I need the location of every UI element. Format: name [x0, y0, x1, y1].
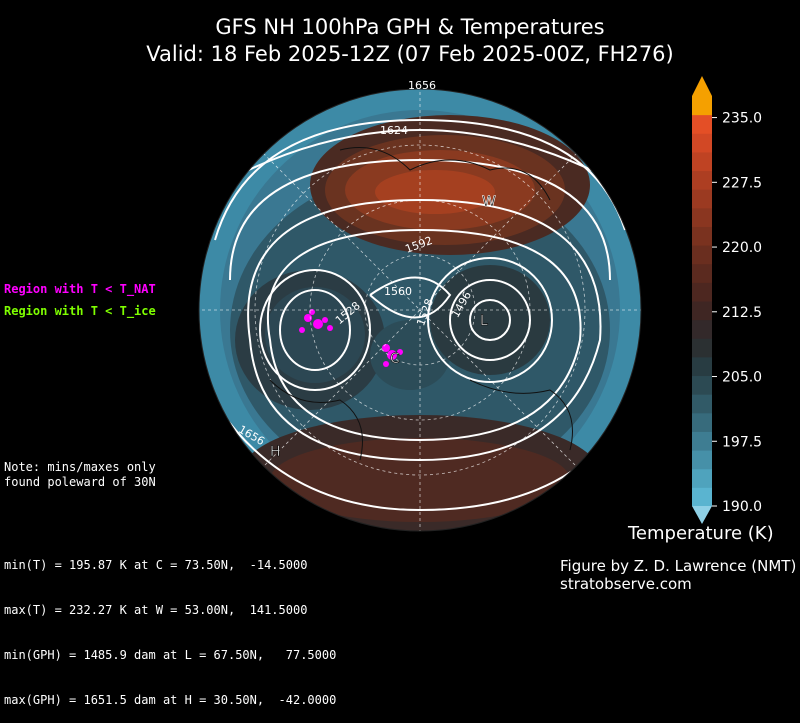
- colorbar-band: [692, 431, 712, 451]
- stat-min-gph: min(GPH) = 1485.9 dam at L = 67.50N, 77.…: [4, 648, 337, 662]
- colorbar-band: [692, 338, 712, 358]
- colorbar-min-arrow: [692, 506, 712, 524]
- colorbar-band: [692, 282, 712, 302]
- colorbar-tick-label: 220.0: [722, 240, 762, 256]
- colorbar-tick-label: 190.0: [722, 499, 762, 515]
- colorbar-ticks: 235.0 227.5 220.0 212.5 205.0 197.5 190.0: [712, 111, 762, 515]
- colorbar-band: [692, 356, 712, 377]
- stats-block: min(T) = 195.87 K at C = 73.50N, -14.500…: [4, 528, 336, 723]
- colorbar-bands: [692, 96, 712, 507]
- colorbar-band: [692, 170, 712, 190]
- colorbar-band: [692, 412, 712, 432]
- marker-c: C: [390, 351, 400, 367]
- chart-subtitle: Valid: 18 Feb 2025-12Z (07 Feb 2025-00Z,…: [146, 42, 674, 66]
- colorbar-band: [692, 450, 712, 470]
- polar-map: 1656 1624 1592 1560 1528 1528 1496 1656 …: [198, 80, 642, 532]
- contour-label: 1624: [380, 124, 408, 137]
- map-field: [199, 89, 641, 531]
- stat-min-t: min(T) = 195.87 K at C = 73.50N, -14.500…: [4, 558, 308, 572]
- contour-label: 1560: [384, 285, 412, 298]
- colorbar-tick-label: 227.5: [722, 175, 762, 191]
- colorbar-max-arrow: [692, 76, 712, 96]
- colorbar-tick-label: 205.0: [722, 370, 762, 386]
- colorbar-tick-label: 197.5: [722, 434, 762, 450]
- colorbar: 235.0 227.5 220.0 212.5 205.0 197.5 190.0: [692, 76, 762, 524]
- chart-title: GFS NH 100hPa GPH & Temperatures: [215, 15, 605, 39]
- colorbar-band: [692, 375, 712, 395]
- colorbar-band: [692, 114, 712, 134]
- note-text: Note: mins/maxes only found poleward of …: [4, 460, 156, 489]
- colorbar-title: Temperature (K): [628, 523, 774, 544]
- credit-author: Figure by Z. D. Lawrence (NMT): [560, 557, 797, 575]
- stat-max-gph: max(GPH) = 1651.5 dam at H = 30.50N, -42…: [4, 693, 337, 707]
- contour-label: 1656: [408, 80, 436, 92]
- colorbar-band: [692, 245, 712, 265]
- colorbar-band: [692, 207, 712, 227]
- colorbar-tick-label: 235.0: [722, 111, 762, 127]
- marker-w: W: [482, 194, 496, 210]
- colorbar-band: [692, 394, 712, 414]
- colorbar-band: [692, 319, 712, 339]
- colorbar-band: [692, 133, 712, 153]
- colorbar-band: [692, 487, 712, 507]
- marker-l: L: [480, 313, 488, 329]
- colorbar-band: [692, 301, 712, 321]
- marker-h: H: [270, 444, 281, 460]
- legend-ice-label: Region with T < T_ice: [4, 304, 156, 318]
- colorbar-band: [692, 468, 712, 488]
- colorbar-band: [692, 151, 712, 172]
- colorbar-band: [692, 263, 712, 283]
- colorbar-band: [692, 226, 712, 246]
- colorbar-band: [692, 96, 712, 116]
- coastlines: [269, 147, 573, 461]
- colorbar-band: [692, 189, 712, 209]
- colorbar-tick-label: 212.5: [722, 305, 762, 321]
- stat-max-t: max(T) = 232.27 K at W = 53.00N, 141.500…: [4, 603, 308, 617]
- legend-nat-label: Region with T < T_NAT: [4, 282, 156, 296]
- credit-site: stratobserve.com: [560, 575, 692, 593]
